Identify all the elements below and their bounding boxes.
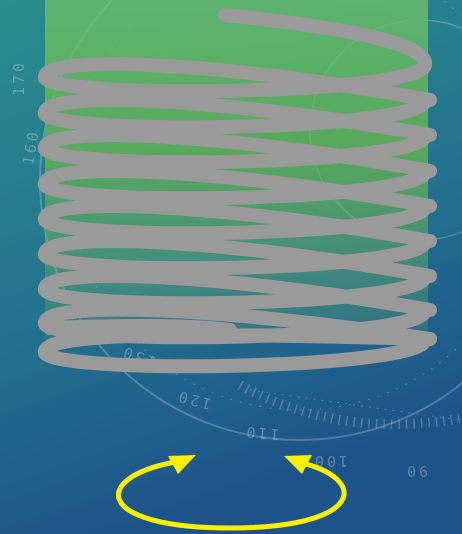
coil-turn (38, 199, 437, 248)
dial-label: 160 (19, 128, 43, 167)
coil-turn (38, 93, 437, 142)
coil-turn (38, 234, 437, 283)
dial-label: 90 (404, 462, 428, 480)
coil-end (43, 318, 237, 337)
dial-label: 100 (312, 452, 348, 470)
coil-turn (38, 57, 437, 107)
coil-turn (38, 327, 437, 374)
coil-turn (38, 164, 437, 213)
coil-end (218, 8, 432, 69)
arrow-head (284, 455, 312, 474)
dial-label: 110 (243, 422, 281, 443)
arrow-head (168, 455, 196, 474)
dial-label: 170 (10, 60, 28, 96)
coil-turn (38, 269, 437, 317)
coil-turn (38, 128, 437, 178)
coil (38, 8, 437, 374)
rotation-arrow (116, 459, 347, 531)
